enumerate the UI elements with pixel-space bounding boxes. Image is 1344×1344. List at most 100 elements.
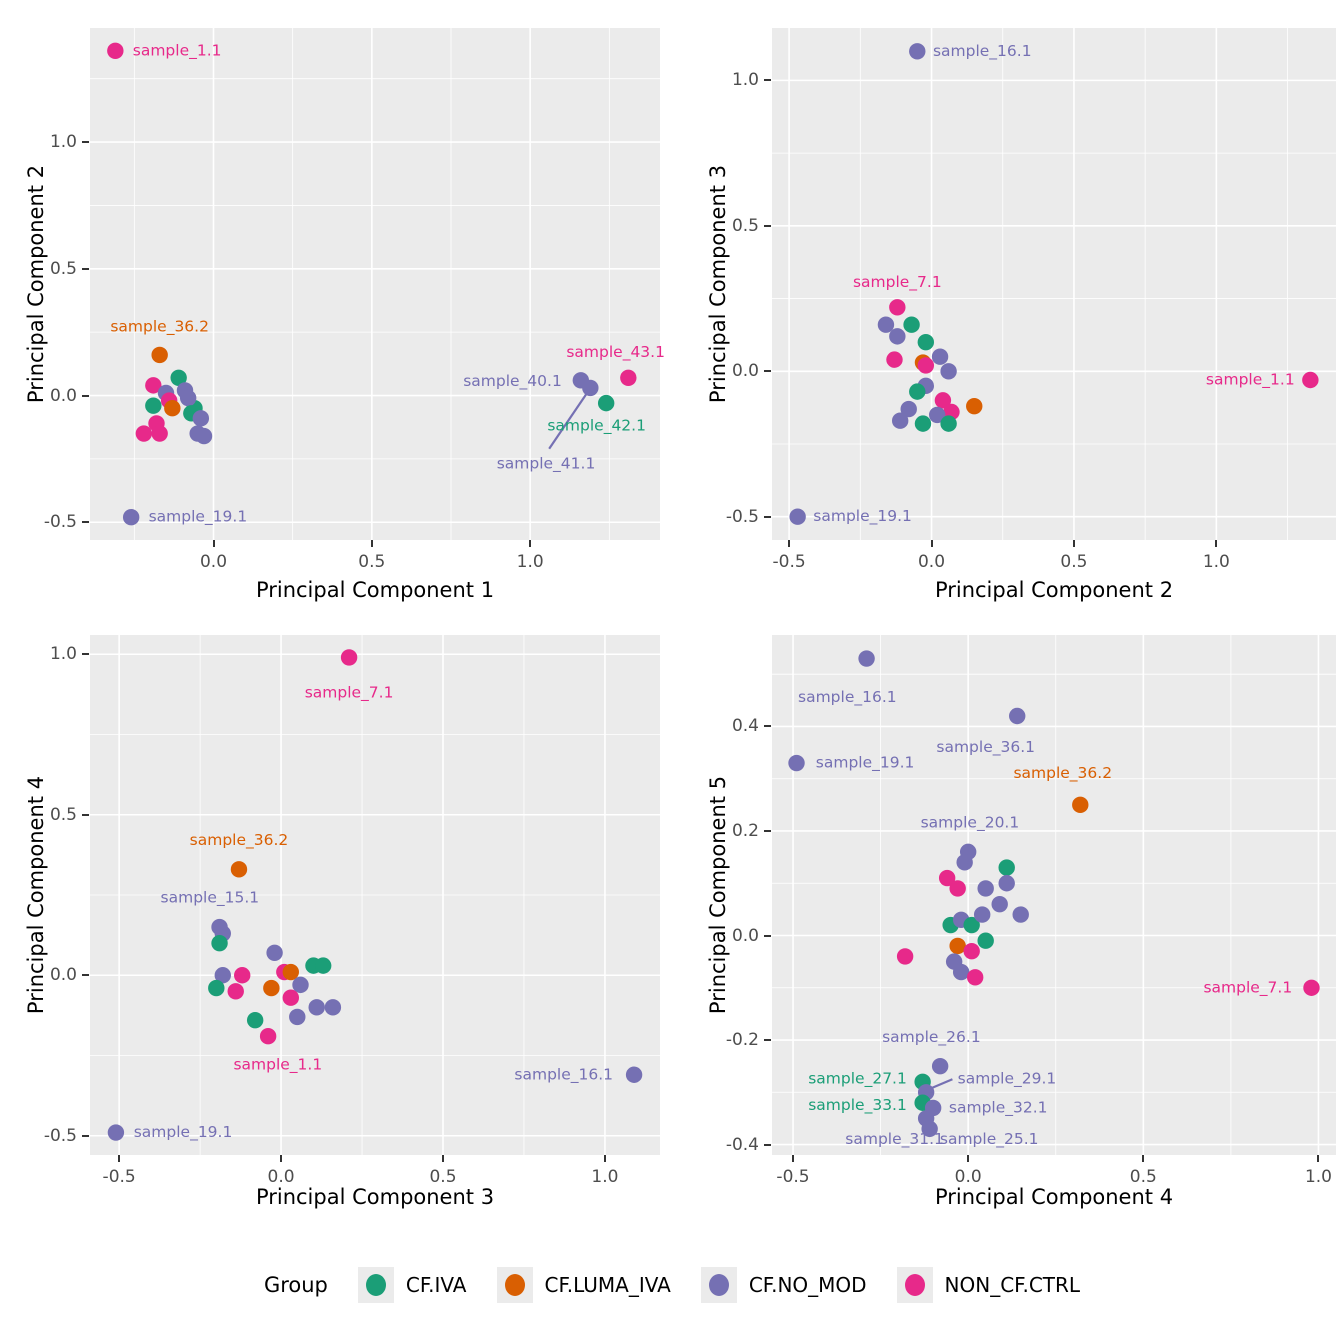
x-tick-label: -0.5	[102, 1167, 136, 1187]
x-tick-label: 0.5	[1129, 1167, 1157, 1187]
data-point	[282, 989, 299, 1006]
legend-key	[496, 1267, 533, 1303]
legend-item-CF.NO_MOD: CF.NO_MOD	[700, 1267, 867, 1303]
data-point	[266, 944, 283, 961]
data-point	[211, 934, 228, 952]
point-sample_16.1	[858, 650, 875, 667]
sample-label-sample_7.1: sample_7.1	[1203, 978, 1292, 997]
data-point	[991, 895, 1008, 913]
sample-label-sample_26.1: sample_26.1	[882, 1028, 981, 1047]
sample-label-sample_19.1: sample_19.1	[149, 508, 248, 527]
sample-label-sample_1.1: sample_1.1	[1206, 371, 1295, 390]
x-tick-label: 1.0	[591, 1167, 619, 1187]
data-point	[966, 397, 983, 415]
data-point	[977, 932, 994, 949]
sample-label-sample_31.1: sample_31.1	[845, 1130, 944, 1149]
legend-title: Group	[263, 1273, 328, 1297]
legend-item-NON_CF.CTRL: NON_CF.CTRL	[896, 1267, 1080, 1303]
data-point	[151, 425, 168, 442]
x-tick-mark	[1215, 540, 1218, 547]
x-tick-mark	[370, 540, 373, 547]
data-point	[966, 969, 984, 986]
x-axis-title-panel3: Principal Component 3	[255, 1185, 495, 1209]
legend-key	[896, 1267, 933, 1303]
data-point	[282, 963, 299, 981]
sample-label-sample_42.1: sample_42.1	[547, 416, 646, 435]
point-sample_41.1	[582, 379, 599, 397]
x-tick-label: 0.5	[358, 552, 386, 572]
point-sample_36.2	[1072, 796, 1089, 814]
sample-label-sample_41.1: sample_41.1	[497, 454, 596, 473]
data-point	[314, 957, 332, 974]
y-tick-label: 0.2	[731, 820, 759, 841]
legend-item-CF.IVA: CF.IVA	[357, 1267, 467, 1303]
legend-key	[700, 1267, 737, 1303]
y-tick-label: -0.5	[725, 506, 759, 527]
sample-label-sample_40.1: sample_40.1	[463, 372, 562, 391]
legend-dot-nomod-icon	[708, 1274, 729, 1296]
sample-label-sample_36.1: sample_36.1	[936, 738, 1035, 757]
point-sample_7.1	[889, 299, 906, 316]
data-point	[956, 854, 973, 871]
y-tick-label: 0.4	[731, 716, 759, 737]
y-tick-label: 0.5	[49, 804, 77, 825]
data-point	[940, 415, 957, 432]
data-point	[963, 942, 980, 960]
data-point	[170, 369, 187, 386]
sample-label-sample_16.1: sample_16.1	[933, 42, 1032, 61]
y-axis-title-panel1: Principal Component 2	[24, 164, 48, 404]
y-tick-mark	[82, 394, 89, 397]
point-sample_26.1	[931, 1057, 949, 1075]
sample-label-sample_33.1: sample_33.1	[808, 1096, 907, 1115]
data-point	[998, 859, 1015, 876]
x-tick-mark	[212, 540, 215, 547]
sample-label-sample_25.1: sample_25.1	[940, 1130, 1039, 1149]
y-tick-mark	[82, 813, 89, 816]
y-tick-mark	[82, 521, 89, 524]
data-point	[891, 412, 909, 429]
data-point	[227, 983, 244, 1000]
legend-label: CF.LUMA_IVA	[544, 1273, 671, 1297]
data-point	[135, 425, 153, 442]
x-tick-label: 0.0	[954, 1167, 982, 1187]
legend-key	[357, 1267, 394, 1303]
data-point	[214, 967, 231, 984]
data-point	[246, 1011, 264, 1029]
data-point	[292, 976, 309, 994]
y-tick-label: -0.5	[43, 512, 77, 533]
x-tick-label: -0.5	[776, 1167, 810, 1187]
legend-item-CF.LUMA_IVA: CF.LUMA_IVA	[496, 1267, 671, 1303]
sample-label-sample_43.1: sample_43.1	[566, 343, 665, 362]
sample-label-sample_19.1: sample_19.1	[816, 754, 915, 773]
x-tick-mark	[930, 540, 933, 547]
y-tick-label: 0.0	[731, 925, 759, 946]
data-point	[949, 937, 966, 955]
data-point	[973, 906, 991, 923]
data-point	[886, 351, 903, 368]
data-point	[931, 348, 949, 365]
data-point	[896, 948, 914, 965]
y-tick-label: 1.0	[49, 644, 77, 665]
point-sample_7.1	[1303, 979, 1320, 996]
x-tick-mark	[603, 1155, 606, 1162]
data-point	[903, 316, 920, 333]
x-tick-label: 1.0	[1304, 1167, 1333, 1187]
data-point	[998, 875, 1015, 892]
data-point	[917, 357, 935, 374]
y-tick-mark	[82, 653, 89, 656]
sample-label-sample_36.2: sample_36.2	[190, 831, 289, 850]
x-tick-label: 0.0	[917, 552, 946, 572]
data-point	[917, 333, 935, 351]
legend-label: CF.IVA	[405, 1273, 467, 1297]
y-tick-label: 0.5	[731, 215, 759, 236]
y-tick-label: 0.0	[731, 361, 759, 382]
x-tick-label: 0.0	[199, 552, 228, 572]
point-sample_25.1	[921, 1120, 938, 1138]
x-axis-title-panel4: Principal Component 4	[934, 1185, 1174, 1209]
sample-label-sample_7.1: sample_7.1	[305, 683, 394, 702]
y-tick-label: -0.2	[725, 1030, 759, 1051]
y-tick-mark	[764, 515, 771, 518]
legend-dot-ctrl-icon	[904, 1274, 925, 1296]
y-tick-mark	[82, 1134, 89, 1137]
y-tick-label: 1.0	[49, 132, 77, 153]
